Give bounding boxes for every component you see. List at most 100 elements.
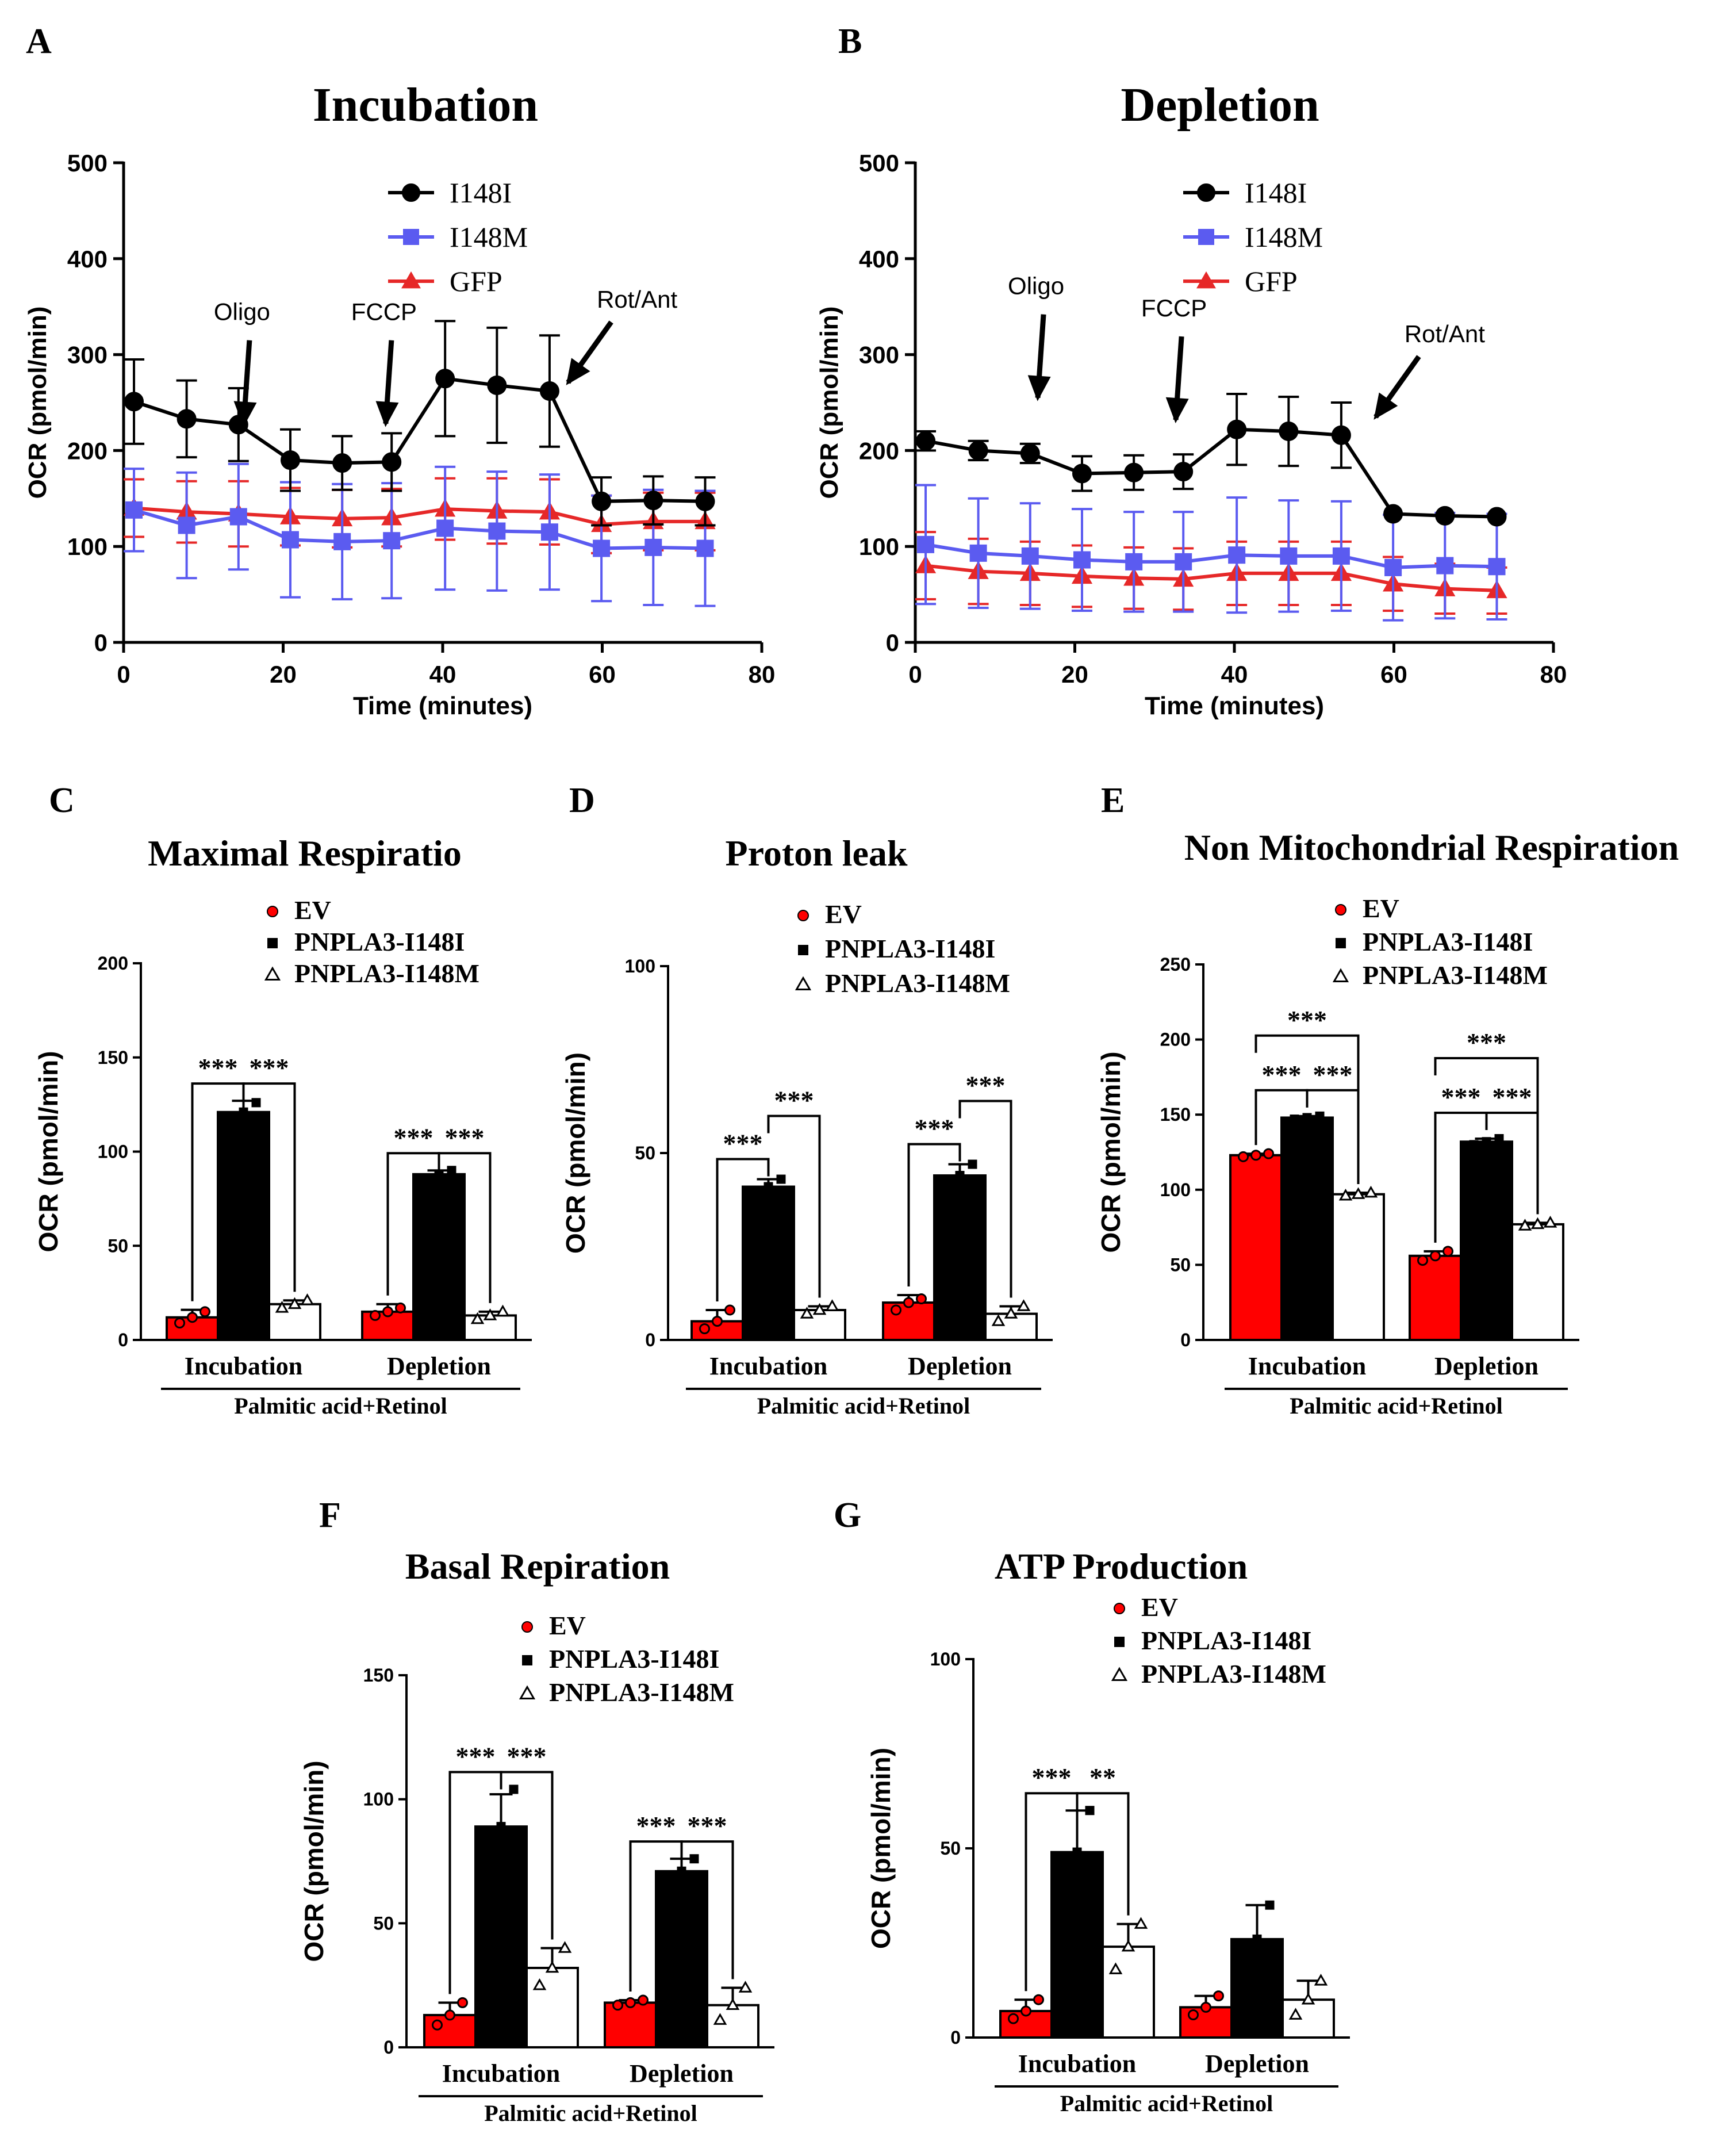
legend-label: I148M [1245,221,1323,253]
annotation-label: Oligo [214,298,270,325]
series-I148I [915,392,1507,527]
data-point [447,1166,456,1175]
data-point [1332,547,1350,565]
significance-bracket [242,1082,296,1292]
data-point [483,1308,497,1320]
bar [1102,1946,1155,2039]
data-point [644,538,662,556]
annotation-arrow-head [566,358,590,385]
panel-letter: G [834,1496,861,1535]
significance-bracket [500,1771,554,1940]
category-label: Depletion [908,1352,1012,1380]
data-point [1016,1299,1031,1311]
series-line [925,564,1497,592]
legend-marker [1336,938,1346,948]
category-label: Incubation [709,1352,827,1380]
y-tick-label: 100 [625,956,655,976]
y-tick-label: 50 [1170,1254,1191,1275]
legend-marker [267,906,278,917]
legend-marker [521,1621,533,1633]
significance-bracket [716,1158,770,1301]
data-point [1073,551,1091,569]
data-point [942,1178,952,1188]
x-axis-label: Time (minutes) [353,692,532,720]
data-point [825,1299,839,1311]
significance-bracket [767,1115,821,1298]
group-label: Palmitic acid+Retinol [1290,1393,1503,1419]
bar [1332,1193,1385,1341]
bar [706,2004,759,2049]
data-point [239,1107,248,1117]
data-point [124,392,144,412]
legend-marker [1198,229,1214,245]
x-tick-label: 20 [1061,661,1088,688]
data-point [713,2013,727,2025]
legend-label: PNPLA3-I148I [549,1644,719,1674]
significance-bracket [907,1143,961,1286]
data-point [251,1098,261,1108]
x-tick-label: 60 [1380,661,1407,688]
data-point [1351,1187,1365,1199]
y-tick-label: 0 [1180,1330,1191,1350]
data-point [593,539,611,557]
panel-letter: C [49,781,75,820]
legend-label: EV [825,899,862,929]
data-point [1530,1217,1545,1230]
data-point [199,1306,210,1318]
data-point [1302,1113,1312,1123]
data-point [488,522,506,540]
data-point [916,431,936,451]
bar [1230,1937,1284,2039]
legend-marker [797,910,809,921]
data-point [1238,1151,1249,1162]
panel-G: G ATP Production EV PNPLA3-I148I PNPLA3-I148… [834,1496,1350,2116]
data-point [370,1309,381,1321]
data-point [664,1879,674,1889]
bar [268,1303,321,1341]
x-tick-label: 0 [117,661,130,688]
data-point [1469,1140,1479,1150]
y-tick-label: 50 [635,1143,655,1163]
y-axis-label: OCR (pmol/min) [815,307,843,499]
significance-bracket [958,1100,1012,1298]
annotation-arrow-head [233,401,257,427]
data-point [696,539,714,557]
panel-letter: F [319,1496,341,1535]
data-point [540,523,558,541]
data-point [1020,2005,1031,2017]
data-point [1033,1994,1044,2005]
data-point [487,375,507,395]
data-point [968,1159,977,1169]
y-tick-label: 100 [1160,1180,1191,1200]
series-I148M [124,462,716,607]
panel-letter: B [838,22,862,61]
data-point [187,1312,198,1323]
x-tick-label: 20 [270,661,297,688]
legend-marker [401,271,421,289]
data-point [1384,558,1402,576]
data-point [695,491,715,511]
data-point [1134,1917,1148,1929]
bar [1511,1223,1564,1341]
legend-marker [1114,1603,1125,1614]
data-point [625,1997,636,2008]
data-point [287,1297,302,1309]
y-tick-label: 250 [1160,954,1191,975]
category-label: Depletion [387,1352,491,1380]
data-point [532,1978,547,1990]
y-tick-label: 500 [859,150,899,177]
data-point [677,1866,686,1876]
data-point [1213,1990,1224,2002]
data-point [1125,553,1143,570]
legend-marker [1197,183,1215,202]
data-point [763,1182,773,1192]
series-I148M [915,484,1507,622]
annotation-arrow-head [1373,392,1398,420]
category-label: Depletion [1205,2050,1309,2078]
significance-bracket [1434,1056,1539,1215]
series-line [133,506,705,526]
category-label: Depletion [630,2059,734,2088]
data-point [1021,547,1039,565]
legend-label: PNPLA3-I148M [1363,960,1548,990]
